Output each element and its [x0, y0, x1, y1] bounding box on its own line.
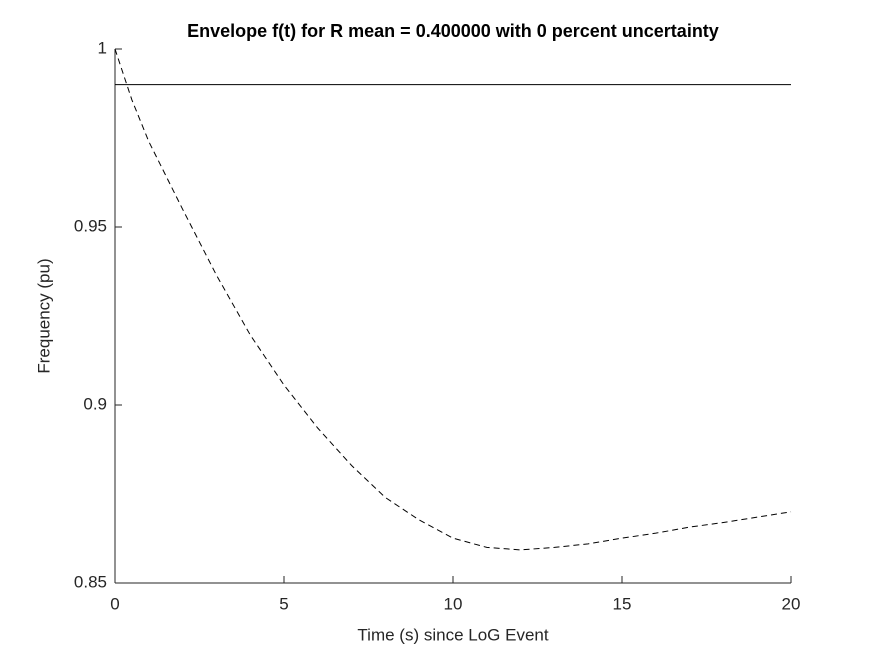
y-tick-label: 0.95	[74, 216, 107, 235]
y-tick-label: 0.9	[83, 394, 107, 413]
y-tick-label: 0.85	[74, 572, 107, 591]
x-tick-label: 15	[613, 594, 632, 613]
x-tick-label: 10	[444, 594, 463, 613]
x-axis-label: Time (s) since LoG Event	[357, 625, 548, 644]
line-series	[114, 48, 792, 551]
y-tick-label: 1	[98, 38, 107, 57]
chart-title: Envelope f(t) for R mean = 0.400000 with…	[187, 21, 719, 41]
x-tick-label: 20	[782, 594, 801, 613]
y-axis-label: Frequency (pu)	[34, 258, 53, 373]
x-tick-label: 5	[279, 594, 288, 613]
x-tick-label: 0	[110, 594, 119, 613]
